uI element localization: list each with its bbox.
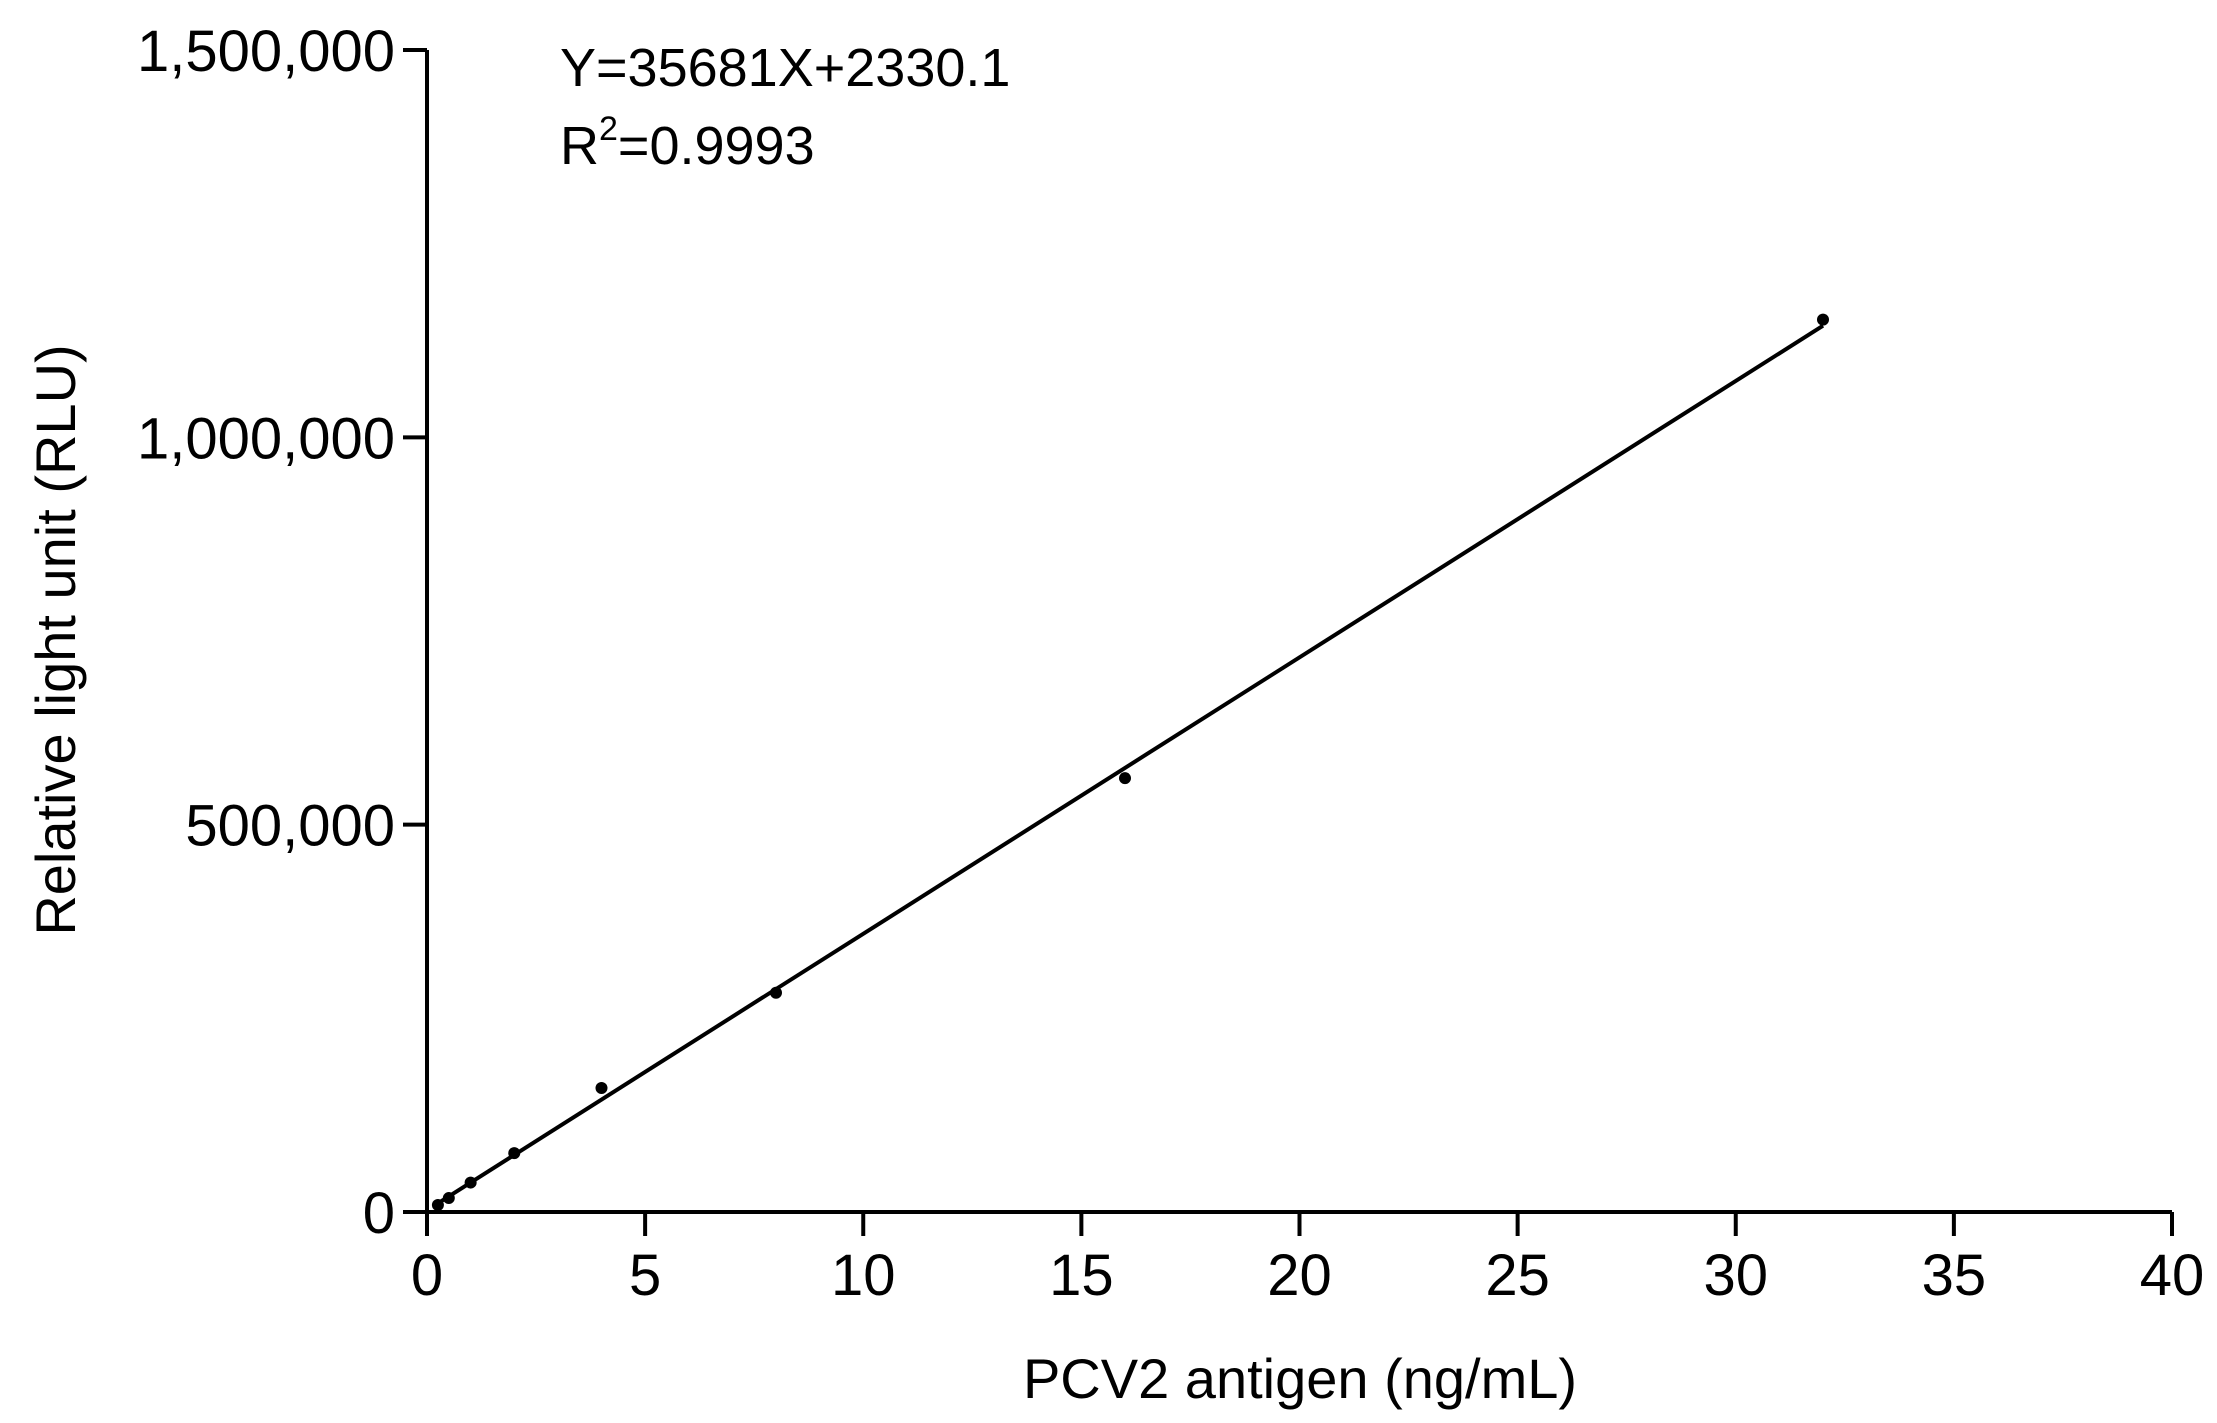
x-tick-label: 10 <box>831 1243 896 1308</box>
x-tick-label: 15 <box>1049 1243 1114 1308</box>
data-point <box>442 1192 455 1205</box>
x-tick-label: 5 <box>629 1243 661 1308</box>
x-tick-label: 35 <box>1922 1243 1987 1308</box>
r-squared-value: =0.9993 <box>618 116 815 176</box>
x-tick-label: 40 <box>2140 1243 2205 1308</box>
y-axis-label: Relative light unit (RLU) <box>24 344 87 935</box>
y-axis-ticks: 0 500,000 1,000,000 1,500,000 <box>137 19 427 1246</box>
x-tick-label: 0 <box>411 1243 443 1308</box>
data-point <box>770 986 782 999</box>
x-axis-ticks: 0 5 10 15 20 25 30 35 40 <box>411 1212 2204 1308</box>
axes <box>425 50 2172 1214</box>
x-tick-label: 20 <box>1267 1243 1332 1308</box>
r-squared-annotation: R2=0.9993 <box>560 110 815 176</box>
y-tick-label: 1,000,000 <box>137 406 395 471</box>
x-tick-label: 25 <box>1485 1243 1550 1308</box>
data-point <box>1817 313 1829 326</box>
equation-annotation: Y=35681X+2330.1 <box>560 38 1010 98</box>
data-points <box>431 313 1829 1212</box>
data-point <box>431 1199 444 1212</box>
x-axis-label: PCV2 antigen (ng/mL) <box>1023 1347 1577 1410</box>
data-point <box>1119 772 1131 785</box>
data-point <box>595 1082 608 1095</box>
regression-line <box>436 323 1825 1205</box>
y-tick-label: 1,500,000 <box>137 19 395 84</box>
y-tick-label: 500,000 <box>185 794 395 859</box>
y-tick-label: 0 <box>363 1181 395 1246</box>
data-point <box>464 1176 477 1189</box>
regression-line-group <box>436 323 1825 1205</box>
data-point <box>508 1147 521 1160</box>
r-squared-superscript: 2 <box>599 110 618 148</box>
r-squared-prefix: R <box>560 116 599 176</box>
x-tick-label: 30 <box>1703 1243 1768 1308</box>
